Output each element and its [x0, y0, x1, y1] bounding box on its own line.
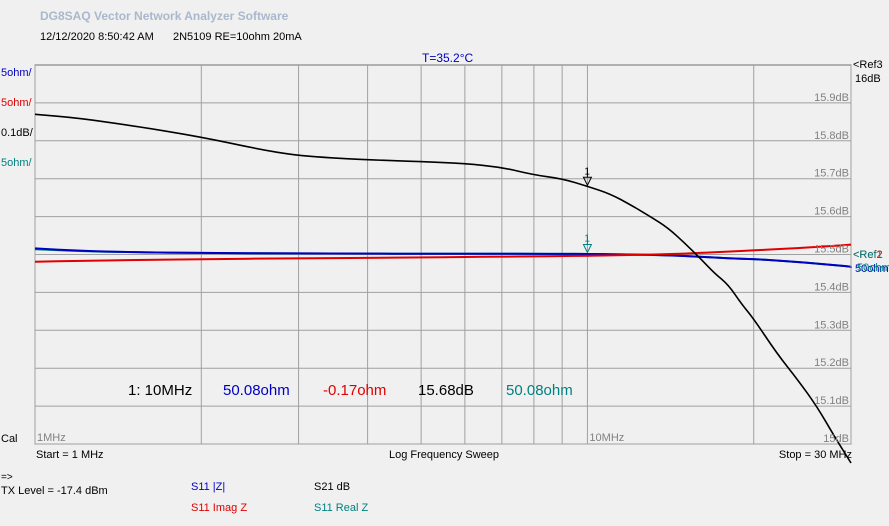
y-tick-label: 15.9dB — [814, 92, 849, 104]
marker-readout-imagz: -0.17ohm — [323, 382, 386, 399]
left-scale-s21: 0.1dB/ — [1, 127, 34, 139]
legend-s21[interactable]: S21 dB — [314, 481, 350, 493]
marker-s11-number: 1 — [584, 234, 590, 245]
y-tick-label: 15.2dB — [814, 357, 849, 369]
app-title: DG8SAQ Vector Network Analyzer Software — [40, 9, 289, 23]
dut-description: 2N5109 RE=10ohm 20mA — [173, 31, 302, 43]
y-tick-label: 15dB — [823, 433, 849, 445]
traces — [34, 113, 852, 464]
markers: 11 — [582, 166, 593, 254]
y-tick-label: 15.7dB — [814, 168, 849, 180]
right-ref2-label: <Ref2 — [853, 249, 883, 261]
left-scale-realz: 5ohm/ — [1, 157, 33, 169]
y-tick-label: 15.8dB — [814, 130, 849, 142]
marker-readout-realz: 50.08ohm — [506, 382, 573, 399]
grid — [34, 64, 852, 445]
timestamp: 12/12/2020 8:50:42 AM — [40, 31, 154, 43]
trace-s21 — [34, 113, 852, 464]
tx-level: TX Level = -17.4 dBm — [1, 485, 108, 497]
right-ref-value-teal: 50ohm — [857, 262, 889, 274]
trace-z-mag — [34, 247, 852, 268]
right-ref3-label: <Ref3 — [853, 59, 883, 71]
marker-s21-number: 1 — [584, 166, 590, 177]
cal-label[interactable]: Cal — [1, 433, 18, 445]
arrow-indicator: => — [1, 472, 13, 483]
y-tick-label: 15.5dB — [814, 244, 849, 256]
trace-imag-z — [34, 243, 852, 263]
start-frequency: Start = 1 MHz — [36, 449, 104, 461]
legend-realz[interactable]: S11 Real Z — [314, 502, 368, 514]
right-ref-value: 50ohm — [855, 263, 889, 275]
legend-zmag[interactable]: S11 |Z| — [191, 481, 225, 493]
x-tick-label: 1MHz — [37, 432, 66, 444]
chart-title-temperature: T=35.2°C — [422, 51, 474, 65]
right-ref1-label: <Ref1 — [853, 249, 883, 261]
left-scale-imagz: 5ohm/ — [1, 97, 33, 109]
y-tick-label: 15.1dB — [814, 395, 849, 407]
stop-frequency: Stop = 30 MHz — [779, 449, 852, 461]
tick-labels: 15.9dB 15.8dB 15.7dB 15.6dB 15.5dB 15.4dB 15.3… — [37, 92, 849, 445]
sweep-type: Log Frequency Sweep — [389, 449, 499, 461]
marker-readout-s21: 15.68dB — [418, 382, 474, 399]
y-tick-label: 15.6dB — [814, 206, 849, 218]
y-tick-label: 15.3dB — [814, 319, 849, 331]
y-tick-label: 15.4dB — [814, 281, 849, 293]
x-tick-label: 10MHz — [589, 432, 624, 444]
right-ref3-value: 16dB — [855, 73, 881, 85]
left-scale-zmag: 5ohm/ — [1, 67, 33, 79]
marker-readout-freq: 1: 10MHz — [128, 382, 192, 399]
marker-readout-zmag: 50.08ohm — [223, 382, 290, 399]
legend-imagz[interactable]: S11 Imag Z — [191, 502, 247, 514]
